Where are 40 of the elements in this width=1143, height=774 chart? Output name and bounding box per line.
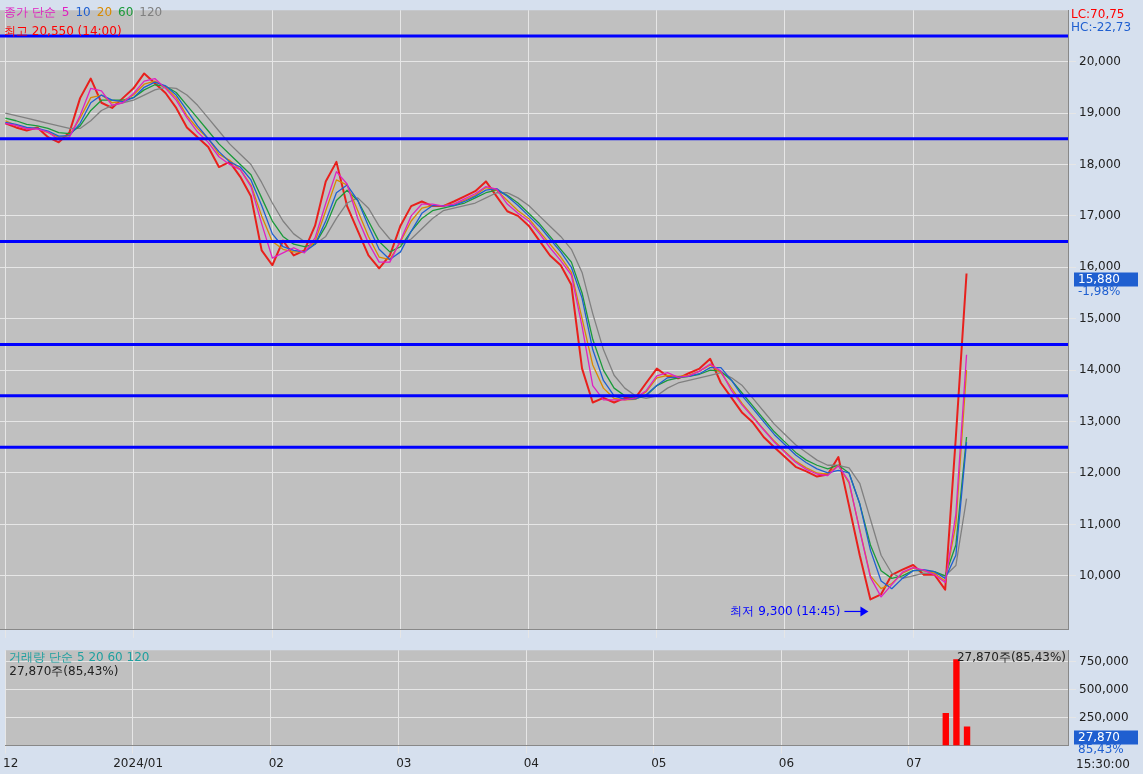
text: HC:-22,73 xyxy=(1071,20,1132,35)
text: -1,98% xyxy=(1078,283,1121,298)
y-tick-label: 250,000 xyxy=(1079,709,1129,724)
text: 10 xyxy=(75,5,91,19)
y-tick-label: 16,000 xyxy=(1079,259,1121,274)
y-tick-label: 13,000 xyxy=(1079,413,1121,428)
y-tick-label: 20,000 xyxy=(1079,53,1121,68)
text: LC:70,75 xyxy=(1071,7,1125,22)
text: 85,43% xyxy=(1078,741,1124,756)
x-tick-label: 02 xyxy=(268,755,284,770)
x-tick-label: 03 xyxy=(396,755,412,770)
text: 20 xyxy=(96,5,113,19)
x-tick-label: 06 xyxy=(778,755,795,770)
y-tick-label: 12,000 xyxy=(1079,465,1121,480)
annotation: 27,870주(85,43%) xyxy=(9,664,119,679)
y-tick-label: 750,000 xyxy=(1079,653,1129,668)
x-tick-label: 12 xyxy=(2,755,19,770)
x-tick-label: 04 xyxy=(523,755,539,770)
y-tick-label: 15,000 xyxy=(1079,310,1121,325)
y-tick-label: 14,000 xyxy=(1079,362,1121,377)
y-tick-label: 19,000 xyxy=(1079,105,1121,120)
annotation: 최저 9,300 (14:45) xyxy=(730,603,841,618)
annotation: 27,870주(85,43%) xyxy=(956,650,1066,665)
y-tick-label: 17,000 xyxy=(1079,208,1121,222)
text: 15:30:00 xyxy=(1076,756,1130,771)
x-tick-label: 2024/01 xyxy=(113,755,164,770)
legend-title: 종가 단순 xyxy=(4,5,56,19)
annotation: 거래량 단순 5 20 60 120 xyxy=(9,650,150,665)
text: 120 xyxy=(139,5,163,19)
x-tick-label: 05 xyxy=(651,755,667,770)
y-tick-label: 18,000 xyxy=(1079,156,1121,171)
y-tick-label: 500,000 xyxy=(1079,681,1129,696)
x-tick-label: 07 xyxy=(906,755,922,770)
text: 27,870 xyxy=(1078,729,1120,744)
text: 15,880 xyxy=(1078,271,1120,286)
y-tick-label: 10,000 xyxy=(1079,567,1121,582)
annotation: 최고 20,550 (14:00) xyxy=(4,24,122,39)
y-tick-label: 11,000 xyxy=(1079,516,1121,531)
text: 5 xyxy=(61,5,70,19)
text: 60 xyxy=(118,5,134,19)
